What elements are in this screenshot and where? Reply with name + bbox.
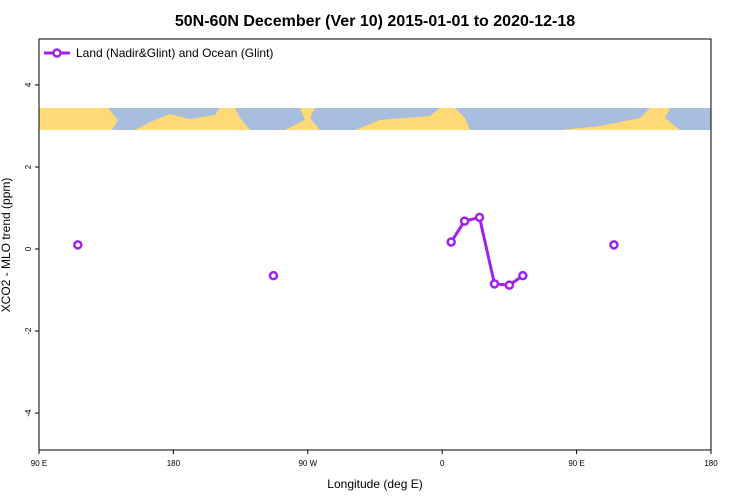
chart-title: 50N-60N December (Ver 10) 2015-01-01 to … bbox=[175, 13, 575, 30]
y-tick-label: 2 bbox=[24, 164, 33, 169]
y-tick-label: -2 bbox=[24, 327, 33, 335]
plot-frame bbox=[38, 38, 712, 451]
y-tick-label: 4 bbox=[24, 82, 33, 87]
data-point bbox=[504, 280, 515, 290]
x-tick-label: 180 bbox=[704, 459, 718, 468]
data-point bbox=[73, 240, 83, 250]
map-band bbox=[39, 108, 711, 130]
x-tick-label: 90 W bbox=[298, 459, 317, 468]
legend-marker bbox=[52, 48, 62, 58]
x-tick-label: 0 bbox=[440, 459, 445, 468]
data-point bbox=[459, 216, 470, 226]
data-point bbox=[446, 237, 456, 247]
data-point bbox=[268, 270, 279, 281]
y-tick-label: -4 bbox=[24, 409, 33, 417]
x-tick-label: 90 E bbox=[31, 459, 47, 468]
y-axis-label: XCO2 - MLO trend (ppm) bbox=[0, 178, 13, 313]
data-point bbox=[489, 279, 500, 289]
data-point bbox=[474, 212, 485, 223]
x-tick-label: 90 E bbox=[568, 459, 584, 468]
data-line bbox=[449, 215, 524, 287]
data-point bbox=[609, 240, 619, 250]
x-tick-label: 180 bbox=[167, 459, 181, 468]
legend-label: Land (Nadir&Glint) and Ocean (Glint) bbox=[76, 46, 273, 60]
x-axis-label: Longitude (deg E) bbox=[327, 477, 422, 491]
y-tick-label: 0 bbox=[24, 246, 33, 251]
data-point bbox=[518, 270, 528, 281]
